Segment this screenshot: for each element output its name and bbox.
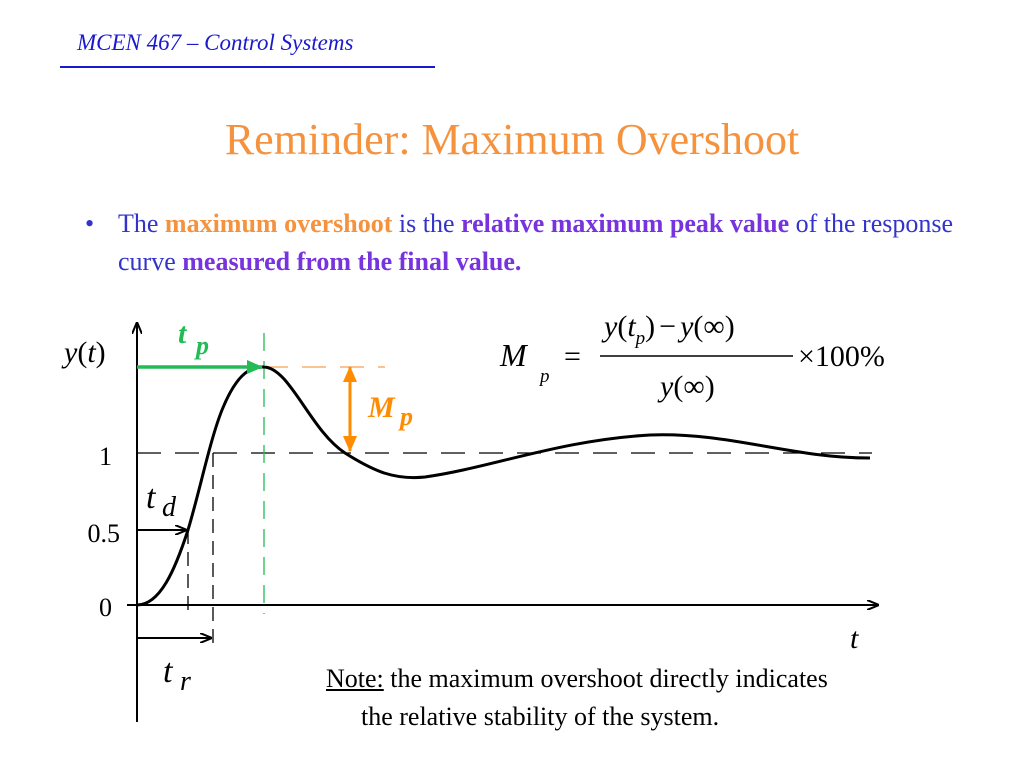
formula-denominator: y(∞) (657, 370, 715, 403)
term-final-value: measured from the final value. (182, 247, 522, 276)
tick-label-1: 1 (99, 442, 112, 471)
term-maximum-overshoot: maximum overshoot (164, 209, 393, 238)
bullet-text-part: is the (392, 209, 462, 238)
formula-numerator: y(tp) − y(∞) (601, 310, 735, 349)
y-axis-label: y(t) (61, 336, 106, 369)
note-block: Note: the maximum overshoot directly ind… (326, 660, 1016, 736)
course-title: MCEN 467 – Control Systems (77, 30, 354, 55)
tick-label-0: 0 (99, 593, 112, 622)
tick-label-0-5: 0.5 (88, 519, 121, 548)
bullet-text-part: of the response curve (118, 209, 954, 276)
note-label: Note: (326, 664, 384, 693)
term-relative-peak: relative maximum peak value (461, 209, 790, 238)
x-axis-label: t (850, 622, 859, 655)
bullet-marker: • (85, 209, 95, 238)
formula-lhs: Mp (499, 337, 550, 387)
bullet-text-part: The (118, 209, 165, 238)
overshoot-formula: Mp = y(tp) − y(∞) y(∞) ×100% (499, 310, 885, 403)
note-line-2: the relative stability of the system. (361, 702, 720, 731)
response-curve (136, 365, 871, 607)
note-line-1: the maximum overshoot directly indicates (383, 664, 828, 693)
formula-equals: = (564, 340, 581, 373)
header-divider (60, 66, 435, 68)
bullet-text: The maximum overshoot is the relative ma… (118, 205, 978, 281)
slide-title: Reminder: Maximum Overshoot (224, 115, 800, 164)
formula-times-100: ×100% (798, 340, 885, 373)
